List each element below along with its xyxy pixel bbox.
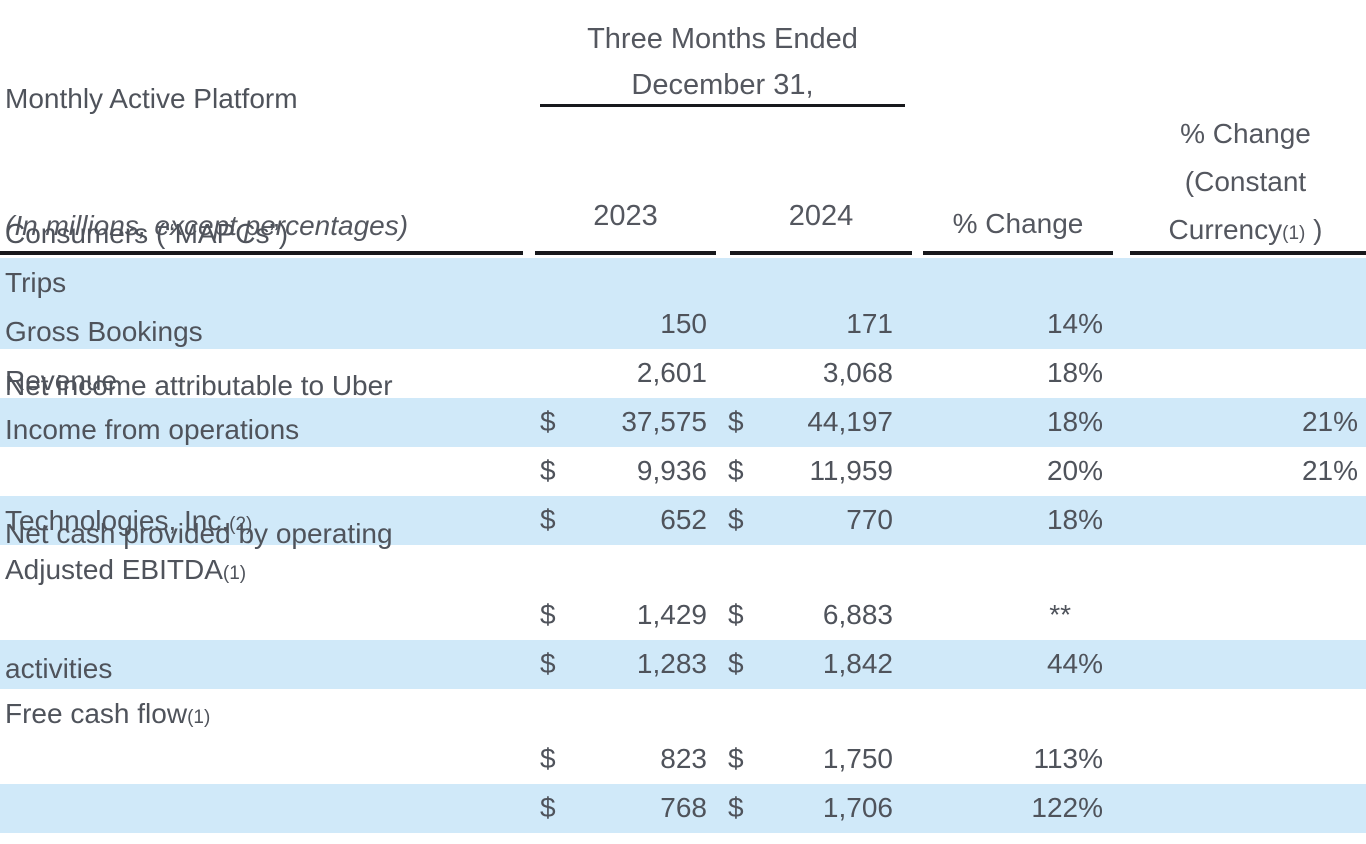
row-label: Monthly Active Platform Consumers (“MAPC…	[5, 83, 298, 249]
cc-header-line2: (Constant	[1184, 166, 1307, 197]
value-2024: 44,197	[807, 406, 893, 437]
row-label: Net income attributable to Uber Technolo…	[5, 370, 393, 536]
value-2024: 770	[846, 504, 893, 535]
dollar-sign: $	[728, 792, 744, 823]
value-2023: 768	[660, 792, 707, 823]
dollar-sign: $	[540, 792, 556, 823]
pct-change-value: 20%	[1046, 455, 1103, 486]
period-header-line1: Three Months Ended	[587, 23, 858, 55]
dollar-sign: $	[540, 406, 556, 437]
pct-change-value: 14%	[1046, 308, 1103, 339]
column-header-2023: 2023	[593, 200, 658, 232]
value-2024: 1,706	[822, 792, 893, 823]
footnote-ref-1: (1)	[222, 563, 247, 584]
row-label: Revenue	[5, 365, 118, 396]
dollar-sign: $	[728, 406, 744, 437]
value-2024: 6,883	[822, 599, 893, 630]
row-label: Net cash provided by operating activitie…	[5, 518, 393, 684]
value-2023: 37,575	[621, 406, 707, 437]
pct-change-value: 18%	[1046, 504, 1103, 535]
value-2024: 1,750	[822, 743, 893, 774]
value-2024: 3,068	[822, 357, 893, 388]
dollar-sign: $	[540, 599, 556, 630]
value-2024: 171	[846, 308, 893, 339]
value-2024: 1,842	[822, 648, 893, 679]
dollar-sign: $	[540, 648, 556, 679]
value-2024: 11,959	[809, 455, 893, 486]
pct-change-value: **	[1049, 599, 1071, 630]
footnote-ref-1: (1)	[1282, 223, 1306, 244]
dollar-sign: $	[728, 648, 744, 679]
row-label: Gross Bookings	[5, 316, 203, 347]
dollar-sign: $	[540, 455, 556, 486]
period-underline	[540, 104, 905, 107]
label-column-rule	[0, 251, 523, 255]
dollar-sign: $	[728, 743, 744, 774]
dollar-sign: $	[728, 504, 744, 535]
period-header-line2: December 31,	[631, 69, 814, 101]
dollar-sign: $	[728, 455, 744, 486]
period-header: Three Months Ended December 31,	[540, 16, 905, 108]
value-2023: 150	[660, 308, 707, 339]
table-row-adjusted-ebitda: Adjusted EBITDA(1) $ 1,283 $ 1,842 44%	[0, 554, 1366, 689]
col-2024-rule	[730, 251, 912, 255]
column-header-constant-currency: % Change (Constant Currency(1) )	[1125, 110, 1366, 258]
value-2023: 1,429	[636, 599, 707, 630]
value-2023: 9,936	[636, 455, 707, 486]
dollar-sign: $	[728, 599, 744, 630]
pct-change-rule	[923, 251, 1113, 255]
pct-change-value: 18%	[1046, 357, 1103, 388]
value-2023: 1,283	[636, 648, 707, 679]
pct-change-value: 113%	[1033, 743, 1103, 774]
col-2023-rule	[535, 251, 716, 255]
table-header: Three Months Ended December 31, (In mill…	[0, 0, 1366, 258]
value-2023: 823	[660, 743, 707, 774]
row-label: Free cash flow(1)	[5, 698, 211, 729]
table-row-gross-bookings: Gross Bookings $ 37,575 $ 44,197 18% 21%	[0, 316, 1366, 447]
units-caption: (In millions, except percentages)	[5, 210, 409, 241]
constant-currency-rule	[1130, 251, 1366, 255]
constant-currency-value: 21%	[1301, 455, 1358, 486]
dollar-sign: $	[540, 504, 556, 535]
constant-currency-value: 21%	[1301, 406, 1358, 437]
table-row-income-from-operations: Income from operations $ 652 $ 770 18%	[0, 414, 1366, 545]
row-label: Adjusted EBITDA(1)	[5, 554, 247, 585]
table-body: Monthly Active Platform Consumers (“MAPC…	[0, 83, 1366, 833]
row-label: Income from operations	[5, 414, 300, 445]
cc-header-line1: % Change	[1180, 118, 1311, 149]
table-row-trips: Trips 2,601 3,068 18%	[0, 267, 1366, 398]
value-2023: 652	[660, 504, 707, 535]
value-2023: 2,601	[636, 357, 707, 388]
dollar-sign: $	[540, 743, 556, 774]
table-row-mapcs: Monthly Active Platform Consumers (“MAPC…	[0, 83, 1366, 349]
pct-change-value: 122%	[1031, 792, 1103, 823]
table-row-revenue: Revenue $ 9,936 $ 11,959 20% 21%	[0, 365, 1366, 496]
table-row-free-cash-flow: Free cash flow(1) $ 768 $ 1,706 122%	[0, 698, 1366, 833]
footnote-ref-2: (2)	[229, 514, 253, 535]
footnote-ref-1: (1)	[187, 707, 211, 728]
row-label: Trips	[5, 267, 67, 298]
table-row-net-cash-operating: Net cash provided by operating activitie…	[0, 518, 1366, 784]
column-header-2024: 2024	[788, 200, 854, 232]
table-row-net-income: Net income attributable to Uber Technolo…	[0, 370, 1366, 640]
cc-header-line3: Currency(1) )	[1168, 214, 1323, 245]
pct-change-value: 44%	[1046, 648, 1103, 679]
column-header-pct-change: % Change	[952, 208, 1084, 239]
pct-change-value: 18%	[1046, 406, 1103, 437]
